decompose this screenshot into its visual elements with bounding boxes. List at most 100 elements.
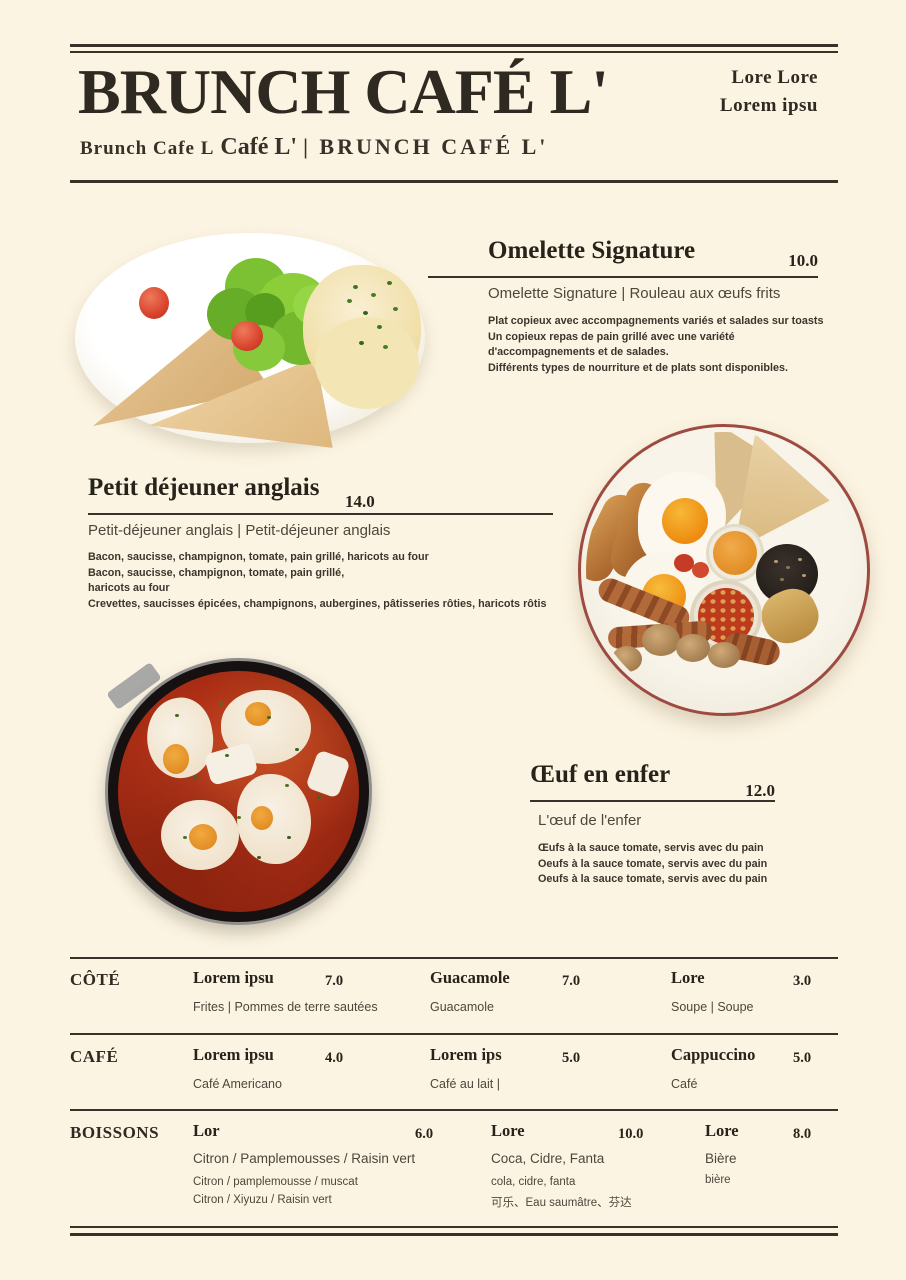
orange-sauce bbox=[713, 531, 757, 575]
item-note: bière bbox=[705, 1174, 731, 1186]
item-subtitle: Coca, Cidre, Fanta bbox=[491, 1151, 605, 1166]
description-line: Différents types de nourriture et de pla… bbox=[488, 361, 788, 374]
egg-yolk bbox=[662, 498, 708, 544]
menu-item: Lorem ipsu 4.0 Café Americano bbox=[193, 1045, 433, 1091]
item-name: Guacamole bbox=[430, 968, 510, 987]
omelette-plate-photo bbox=[75, 233, 425, 443]
header-right-block: Lore Lore Lorem ipsu bbox=[720, 64, 818, 120]
item-subtitle: Citron / Pamplemousses / Raisin vert bbox=[193, 1151, 416, 1166]
dish-rule-english-breakfast bbox=[88, 513, 553, 515]
english-breakfast-photo bbox=[578, 424, 870, 716]
item-name: Cappuccino bbox=[671, 1045, 756, 1064]
section-boissons: BOISSONS Lor 6.0 Citron / Pamplemousses … bbox=[70, 1121, 838, 1221]
item-price: 5.0 bbox=[562, 1050, 581, 1066]
item-note: Citron / pamplemousse / muscat bbox=[193, 1176, 358, 1188]
item-subtitle: Bière bbox=[705, 1151, 737, 1166]
item-note: Citron / Xiyuzu / Raisin vert bbox=[193, 1194, 332, 1206]
description-line: Bacon, saucisse, champignon, tomate, pai… bbox=[88, 551, 429, 563]
item-price: 6.0 bbox=[415, 1126, 434, 1142]
bottom-double-rule bbox=[70, 1226, 838, 1236]
item-name: Lore bbox=[705, 1121, 739, 1140]
tagline-seg1: Brunch Cafe L bbox=[80, 138, 215, 159]
item-price: 3.0 bbox=[793, 973, 812, 989]
description-line: Œufs à la sauce tomate, servis avec du p… bbox=[538, 842, 764, 854]
menu-item: Cappuccino 5.0 Café bbox=[671, 1045, 906, 1091]
plate-contents bbox=[586, 432, 862, 708]
cherry-tomato bbox=[692, 562, 709, 578]
cherry-tomato bbox=[231, 321, 263, 351]
dish-description-omelette: Plat copieux avec accompagnements variés… bbox=[488, 314, 823, 376]
item-price: 5.0 bbox=[793, 1050, 812, 1066]
dish-description-english-breakfast: Bacon, saucisse, champignon, tomate, pai… bbox=[88, 550, 546, 612]
item-name: Lor bbox=[193, 1121, 220, 1140]
restaurant-name: BRUNCH CAFÉ L' bbox=[78, 56, 609, 127]
section-category-cafe: CAFÉ bbox=[70, 1047, 119, 1066]
dish-rule-omelette bbox=[428, 276, 818, 278]
item-name: Lorem ipsu bbox=[193, 1045, 274, 1064]
item-name: Lore bbox=[671, 968, 705, 987]
top-double-rule bbox=[70, 44, 838, 53]
dish-title-eggs-in-hell: Œuf en enfer bbox=[530, 761, 671, 788]
herb-flecks bbox=[175, 714, 179, 717]
menu-item: Lore 3.0 Soupe | Soupe bbox=[671, 968, 906, 1014]
menu-item: Lore 10.0 Coca, Cidre, Fanta cola, cidre… bbox=[491, 1121, 711, 1209]
dish-price-eggs-in-hell: 12.0 bbox=[745, 781, 775, 800]
mushroom bbox=[642, 624, 680, 656]
description-line: d'accompagnements et de salades. bbox=[488, 346, 669, 358]
description-line: haricots au four bbox=[88, 582, 170, 594]
header-right-line2: Lorem ipsu bbox=[719, 95, 818, 116]
header-right-line1: Lore Lore bbox=[731, 67, 818, 88]
section-cafe: CAFÉ Lorem ipsu 4.0 Café Americano Lorem… bbox=[70, 1045, 838, 1109]
description-line: Oeufs à la sauce tomate, servis avec du … bbox=[538, 857, 768, 870]
section-category-boissons: BOISSONS bbox=[70, 1123, 160, 1142]
parsley-garnish bbox=[353, 285, 358, 289]
item-note: 可乐、Eau saumâtre、芬达 bbox=[491, 1197, 632, 1209]
item-subtitle: Café Americano bbox=[193, 1077, 282, 1091]
egg-yolk bbox=[189, 824, 217, 850]
dish-subtitle-eggs-in-hell: L'œuf de l'enfer bbox=[538, 812, 642, 829]
cherry-tomato bbox=[674, 554, 694, 572]
menu-item: Guacamole 7.0 Guacamole bbox=[430, 968, 670, 1014]
item-price: 10.0 bbox=[618, 1126, 644, 1142]
dish-title-english-breakfast: Petit déjeuner anglais bbox=[88, 474, 320, 501]
item-price: 7.0 bbox=[562, 973, 581, 989]
item-name: Lore bbox=[491, 1121, 525, 1140]
poached-egg bbox=[237, 774, 311, 864]
mushroom bbox=[708, 642, 740, 668]
item-subtitle: Guacamole bbox=[430, 1000, 494, 1014]
dish-price-omelette: 10.0 bbox=[788, 251, 818, 270]
menu-item: Lor 6.0 Citron / Pamplemousses / Raisin … bbox=[193, 1121, 453, 1206]
description-line: Crevettes, saucisses épicées, champignon… bbox=[88, 597, 547, 610]
tagline-seg3: | BRUNCH CAFÉ L' bbox=[303, 134, 549, 159]
dish-title-omelette: Omelette Signature bbox=[488, 237, 696, 264]
header-rule bbox=[70, 180, 838, 183]
egg-yolk bbox=[251, 806, 273, 830]
section-rule bbox=[70, 1109, 838, 1111]
mushroom bbox=[676, 634, 710, 662]
item-subtitle: Frites | Pommes de terre sautées bbox=[193, 1000, 378, 1014]
dish-description-eggs-in-hell: Œufs à la sauce tomate, servis avec du p… bbox=[538, 841, 767, 888]
item-price: 7.0 bbox=[325, 973, 344, 989]
shakshuka-pan-photo bbox=[105, 658, 372, 925]
section-rule bbox=[70, 957, 838, 959]
egg-yolk bbox=[245, 702, 271, 726]
item-name: Lorem ipsu bbox=[193, 968, 274, 987]
egg-yolk bbox=[163, 744, 189, 774]
tagline: Brunch Cafe L Café L' | BRUNCH CAFÉ L' bbox=[80, 134, 548, 161]
description-line: Bacon, saucisse, champignon, tomate, pai… bbox=[88, 566, 345, 579]
description-line: Plat copieux avec accompagnements variés… bbox=[488, 315, 824, 327]
item-name: Lorem ips bbox=[430, 1045, 502, 1064]
item-note: cola, cidre, fanta bbox=[491, 1176, 576, 1188]
menu-item: Lorem ipsu 7.0 Frites | Pommes de terre … bbox=[193, 968, 433, 1014]
item-price: 4.0 bbox=[325, 1050, 344, 1066]
item-subtitle: Café au lait | bbox=[430, 1077, 500, 1091]
item-price: 8.0 bbox=[793, 1126, 812, 1142]
scrambled-eggs bbox=[315, 317, 419, 409]
description-line: Un copieux repas de pain grillé avec une… bbox=[488, 330, 735, 343]
section-cote: CÔTÉ Lorem ipsu 7.0 Frites | Pommes de t… bbox=[70, 968, 838, 1032]
section-rule bbox=[70, 1033, 838, 1035]
item-subtitle: Café bbox=[671, 1077, 698, 1091]
dish-price-english-breakfast: 14.0 bbox=[345, 492, 375, 511]
cherry-tomato bbox=[139, 287, 169, 319]
